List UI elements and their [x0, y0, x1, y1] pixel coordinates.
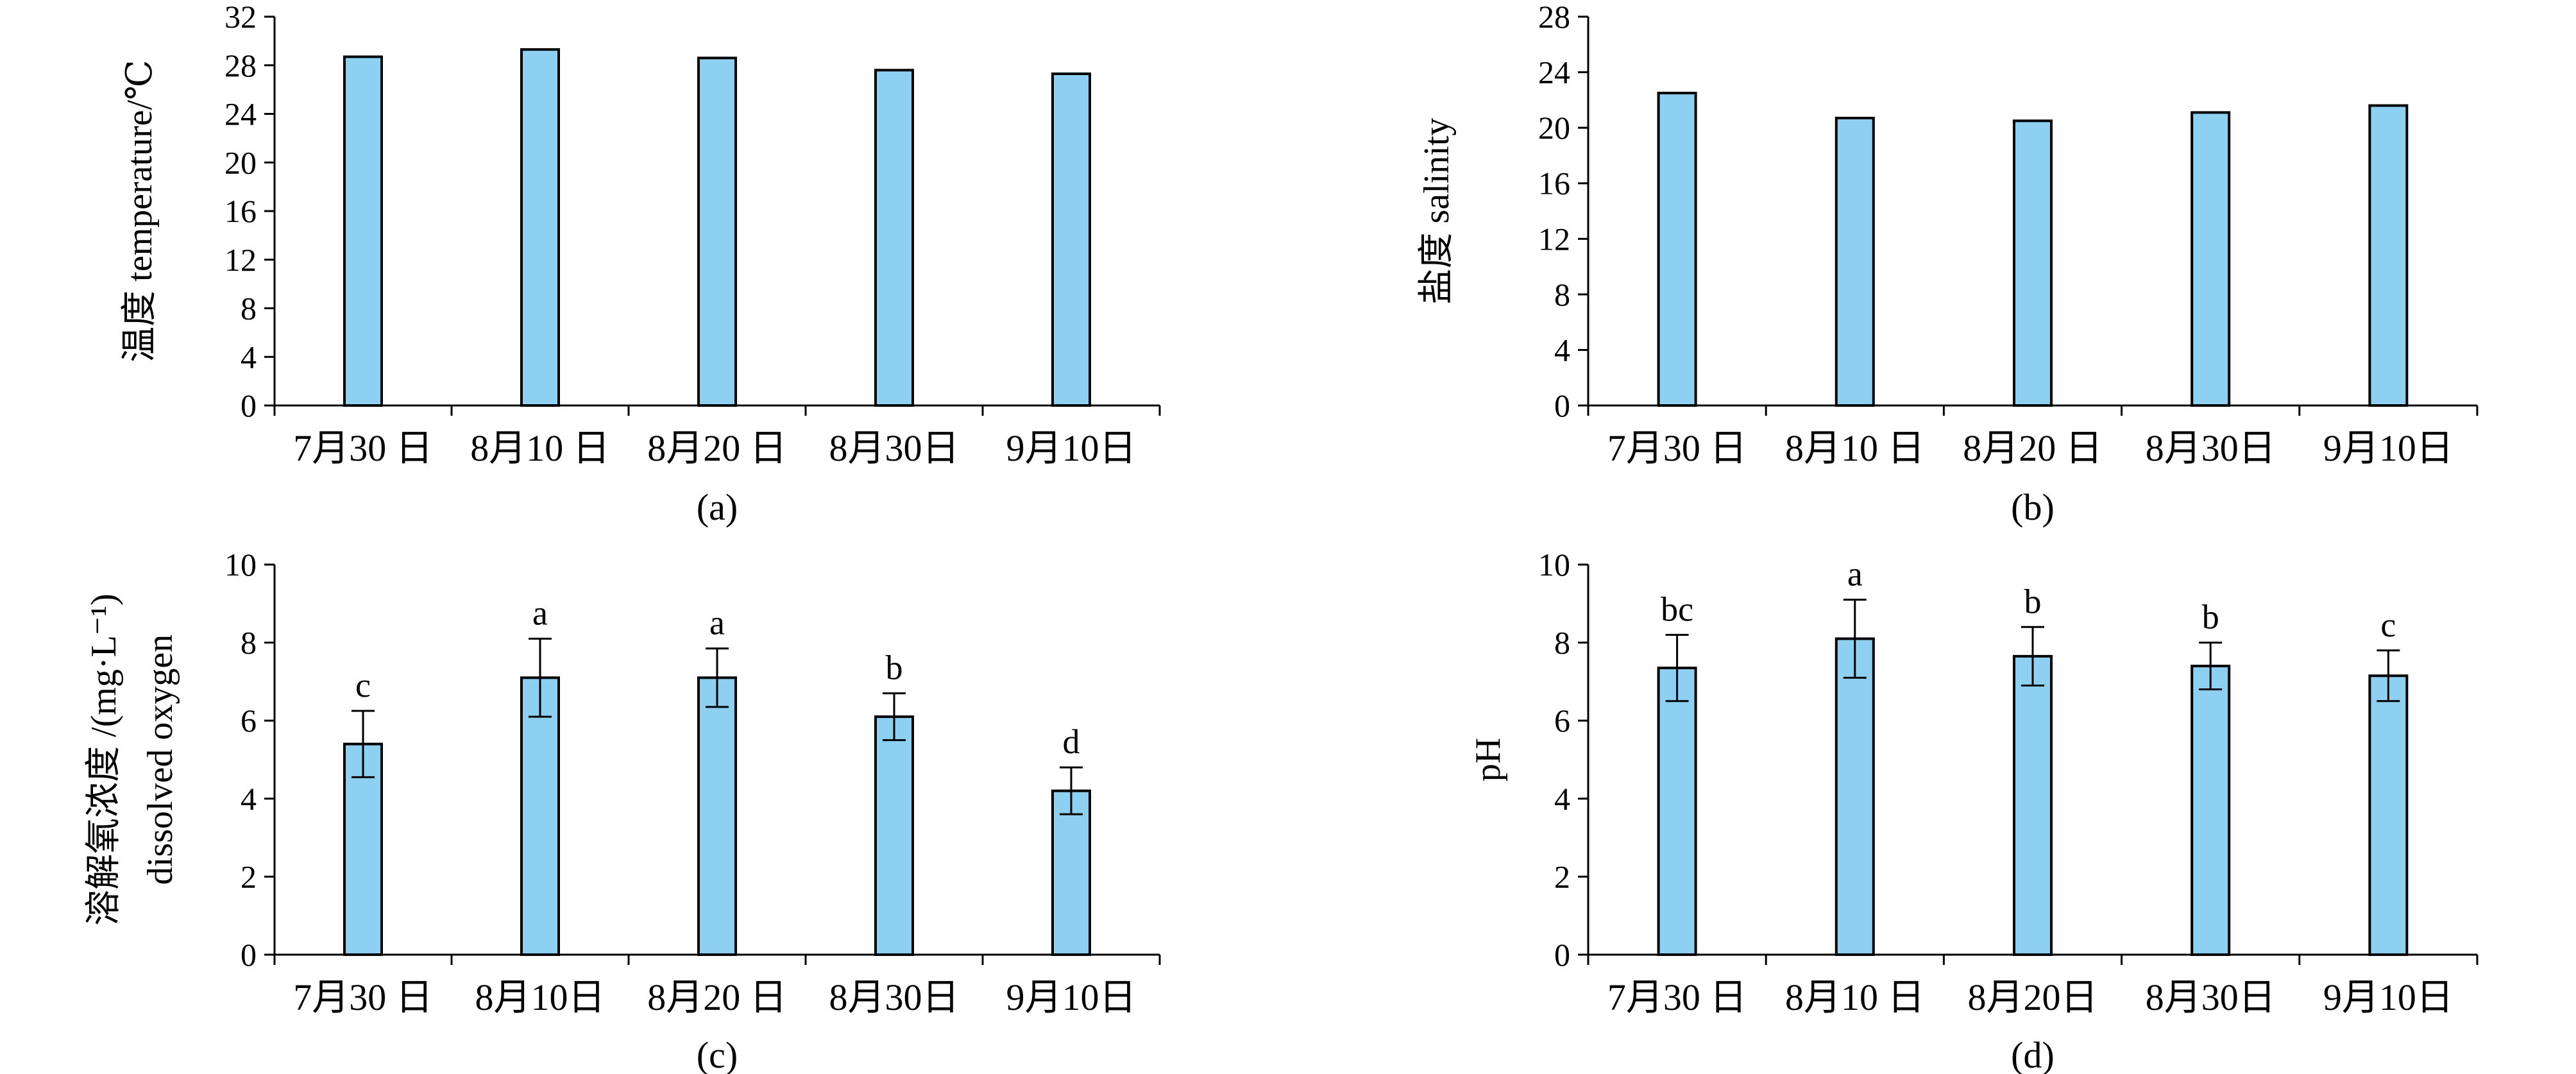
- y-tick-label: 2: [1554, 858, 1570, 894]
- y-axis-label: 温度 temperature/℃: [120, 60, 160, 362]
- x-tick-label: 8月30日: [2146, 427, 2276, 469]
- x-tick-label: 8月20 日: [647, 976, 787, 1018]
- significance-label: c: [2380, 606, 2396, 644]
- bar: [2013, 654, 2053, 956]
- x-tick-label: 8月20日: [1967, 976, 2097, 1018]
- x-tick-label: 8月20 日: [1963, 427, 2103, 469]
- x-tick-label: 8月10 日: [470, 427, 610, 469]
- y-tick-label: 20: [1538, 110, 1570, 146]
- panel-caption: (d): [2011, 1034, 2055, 1074]
- y-tick-label: 8: [241, 625, 257, 661]
- chart-panel-2: 0 4 8 12 16 20 24 28 7月30 日 8月10 日 8月20 日 8月30日 9月10…: [1417, 0, 2479, 528]
- y-tick-label: 0: [1554, 937, 1570, 973]
- x-tick-label: 7月30 日: [293, 976, 433, 1018]
- bar: [343, 55, 383, 407]
- y-tick-label: 24: [1538, 55, 1570, 90]
- y-tick-label: 6: [241, 703, 257, 738]
- y-tick-label: 4: [241, 339, 257, 375]
- y-tick-label: 0: [1554, 388, 1570, 423]
- y-axis-label: 盐度 salinity: [1417, 118, 1457, 305]
- y-tick-label: 12: [225, 242, 257, 278]
- bar: [1051, 789, 1091, 957]
- y-axis-label-2: dissolved oxygen: [140, 635, 180, 885]
- y-tick-label: 6: [1554, 703, 1570, 738]
- significance-label: a: [1847, 555, 1863, 593]
- bar: [874, 715, 914, 956]
- y-tick-label: 12: [1538, 221, 1570, 257]
- x-tick-label: 8月30日: [829, 976, 959, 1018]
- y-tick-label: 28: [1538, 0, 1570, 35]
- x-tick-label: 9月10日: [1006, 427, 1136, 469]
- bar: [2190, 111, 2231, 407]
- bar: [2368, 104, 2409, 407]
- x-tick-label: 8月10 日: [1785, 976, 1925, 1018]
- significance-label: c: [355, 666, 371, 704]
- y-tick-label: 32: [225, 0, 257, 35]
- bar: [1657, 92, 1697, 407]
- panel-caption: (b): [2011, 486, 2055, 528]
- y-tick-label: 8: [241, 291, 257, 327]
- bar: [1657, 667, 1697, 956]
- chart-panel-4: 0 2 4 6 8 10 bc 7月30 日 a 8月10 日 b 8月20日 b 8月30日 c 9月10日…: [1468, 547, 2479, 1074]
- significance-label: bc: [1661, 590, 1693, 628]
- bar: [2013, 119, 2053, 407]
- y-axis-label: 溶解氧浓度 /(mg·L⁻¹): [84, 593, 124, 926]
- y-tick-label: 16: [225, 193, 257, 229]
- y-tick-label: 24: [225, 96, 257, 132]
- bar: [520, 676, 560, 956]
- y-tick-label: 4: [1554, 332, 1570, 368]
- chart-panel-1: 0 4 8 12 16 20 24 28 32 7月30 日 8月10 日 8月20 日 8月30日 9月…: [120, 0, 1161, 528]
- y-tick-label: 4: [241, 781, 257, 817]
- significance-label: b: [886, 649, 903, 687]
- chart-panel-3: 0 2 4 6 8 10 c 7月30 日 a 8月10日 a 8月20 日 b 8月30日 d 9月10日 溶…: [84, 547, 1161, 1074]
- x-tick-label: 9月10日: [1006, 976, 1136, 1018]
- x-tick-label: 8月20 日: [647, 427, 787, 469]
- panel-caption: (c): [697, 1034, 738, 1074]
- x-tick-label: 9月10日: [2323, 427, 2453, 469]
- y-tick-label: 0: [241, 388, 257, 423]
- x-tick-label: 8月30日: [2146, 976, 2276, 1018]
- bar: [1835, 637, 1875, 957]
- bar: [520, 48, 560, 407]
- bar: [1051, 72, 1091, 407]
- y-tick-label: 8: [1554, 277, 1570, 312]
- bar: [697, 676, 737, 956]
- y-tick-label: 10: [225, 547, 257, 583]
- panel-caption: (a): [697, 486, 738, 528]
- y-tick-label: 4: [1554, 781, 1570, 817]
- y-tick-label: 0: [241, 937, 257, 973]
- significance-label: b: [2202, 598, 2219, 636]
- y-tick-label: 28: [225, 47, 257, 83]
- significance-label: a: [709, 604, 725, 642]
- y-tick-label: 2: [241, 858, 257, 894]
- x-tick-label: 8月10 日: [1785, 427, 1925, 469]
- y-tick-label: 8: [1554, 625, 1570, 661]
- x-tick-label: 8月30日: [829, 427, 959, 469]
- significance-label: b: [2024, 582, 2042, 620]
- y-tick-label: 20: [225, 144, 257, 180]
- bar: [2368, 674, 2409, 957]
- x-tick-label: 7月30 日: [293, 427, 433, 469]
- x-tick-label: 9月10日: [2323, 976, 2453, 1018]
- significance-label: a: [532, 594, 548, 633]
- bar: [343, 742, 383, 957]
- significance-label: d: [1063, 722, 1080, 761]
- x-tick-label: 7月30 日: [1607, 427, 1747, 469]
- bar: [1835, 116, 1875, 407]
- y-tick-label: 10: [1538, 547, 1570, 583]
- y-tick-label: 16: [1538, 166, 1570, 201]
- y-axis-label: pH: [1468, 738, 1508, 781]
- bar: [2190, 665, 2231, 956]
- x-tick-label: 7月30 日: [1607, 976, 1747, 1018]
- bar: [697, 56, 737, 407]
- x-tick-label: 8月10日: [475, 976, 605, 1018]
- bar: [874, 69, 914, 407]
